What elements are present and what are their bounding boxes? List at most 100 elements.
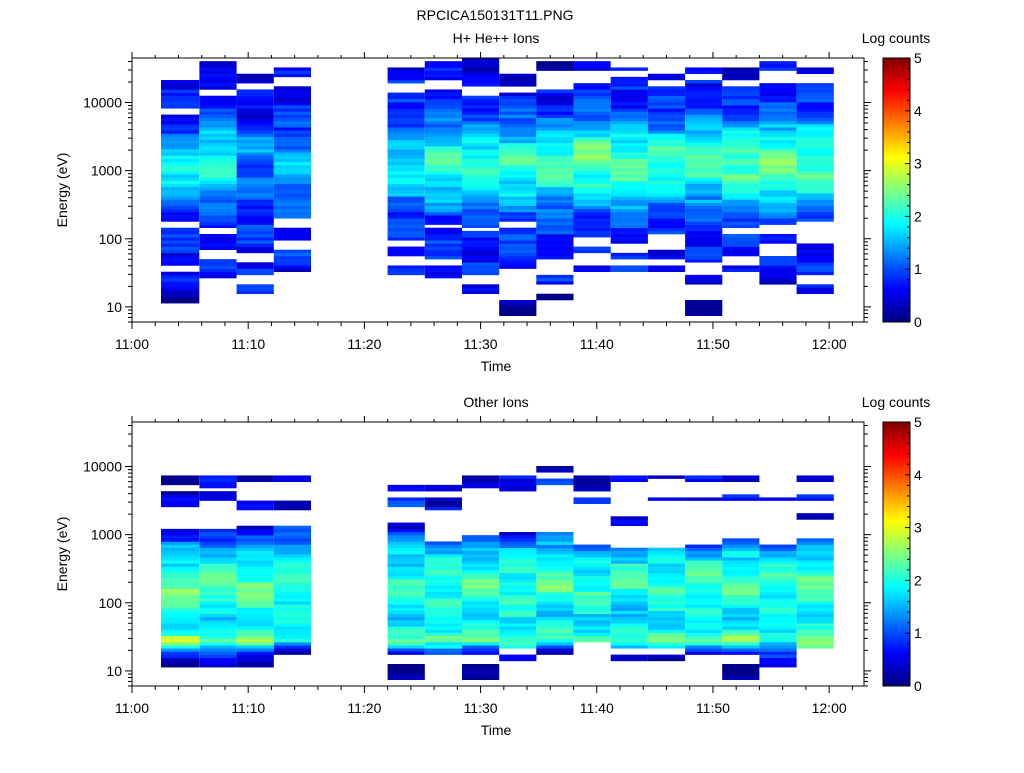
heatmap-cell: [536, 563, 574, 567]
heatmap-cell: [759, 136, 797, 141]
heatmap-cell: [199, 240, 237, 244]
heatmap-cell: [573, 221, 611, 225]
heatmap-cell: [499, 626, 537, 630]
heatmap-cell: [499, 579, 537, 583]
heatmap-cell: [610, 638, 648, 643]
heatmap-cell: [199, 620, 237, 624]
heatmap-cell: [647, 183, 686, 188]
heatmap-cell: [759, 114, 797, 119]
heatmap-cell: [536, 560, 574, 564]
heatmap-cell: [199, 594, 237, 599]
heatmap-cell: [796, 180, 834, 185]
heatmap-cell: [462, 569, 500, 574]
heatmap-cell: [536, 557, 574, 561]
heatmap-cell: [573, 488, 611, 492]
heatmap-cell: [236, 287, 274, 291]
heatmap-cell: [199, 120, 237, 125]
heatmap-cell: [273, 632, 311, 637]
heatmap-cell: [647, 638, 686, 643]
heatmap-cell: [685, 130, 723, 134]
heatmap-cell: [685, 161, 723, 166]
heatmap-cell: [536, 120, 574, 125]
heatmap-cell: [722, 620, 760, 624]
heatmap-cell: [573, 572, 611, 577]
heatmap-cell: [610, 547, 648, 552]
heatmap-cell: [796, 149, 834, 153]
heatmap-cell: [796, 566, 834, 571]
heatmap-cell: [273, 613, 311, 618]
heatmap-cell: [273, 86, 311, 90]
heatmap-cell: [161, 249, 200, 254]
heatmap-cell: [499, 616, 537, 621]
heatmap-cell: [722, 171, 760, 175]
heatmap-cell: [796, 158, 834, 163]
heatmap-cell: [610, 256, 648, 260]
heatmap-cell: [536, 240, 574, 244]
heatmap-cell: [387, 554, 425, 558]
heatmap-cell: [462, 550, 500, 555]
heatmap-cell: [387, 635, 425, 640]
heatmap-cell: [424, 274, 462, 279]
heatmap-cell: [387, 613, 425, 618]
heatmap-cell: [685, 240, 723, 244]
heatmap-cell: [759, 124, 797, 128]
heatmap-cell: [387, 218, 425, 222]
heatmap-cell: [462, 290, 500, 295]
heatmap-cell: [462, 83, 500, 87]
heatmap-cell: [610, 591, 648, 596]
heatmap-cell: [236, 240, 274, 244]
heatmap-cell: [796, 252, 834, 257]
heatmap-cell: [387, 591, 425, 596]
heatmap-cell: [722, 76, 760, 81]
heatmap-cell: [161, 237, 200, 241]
heatmap-cell: [796, 139, 834, 144]
heatmap-cell: [610, 86, 648, 90]
x-tick-label: 12:00: [812, 336, 847, 352]
heatmap-cell: [161, 158, 200, 163]
heatmap-cell: [499, 560, 537, 564]
heatmap-cell: [647, 120, 686, 125]
heatmap-cell: [236, 290, 274, 295]
heatmap-cell: [722, 186, 760, 191]
heatmap-cell: [647, 576, 686, 580]
heatmap-cell: [647, 221, 686, 225]
heatmap-cell: [387, 70, 425, 75]
heatmap-cell: [573, 478, 611, 483]
heatmap-cell: [499, 610, 537, 615]
heatmap-cell: [573, 124, 611, 128]
heatmap-cell: [722, 139, 760, 144]
heatmap-cell: [199, 246, 237, 251]
heatmap-cell: [647, 563, 686, 567]
heatmap-cell: [685, 196, 723, 200]
heatmap-cell: [759, 139, 797, 144]
heatmap-cell: [387, 572, 425, 577]
heatmap-cell: [685, 554, 723, 558]
heatmap-cell: [499, 161, 537, 166]
heatmap-cell: [722, 632, 760, 637]
heatmap-cell: [236, 224, 274, 229]
heatmap-cell: [462, 80, 500, 84]
heatmap-cell: [462, 667, 500, 671]
heatmap-cell: [759, 591, 797, 596]
heatmap-cell: [685, 278, 723, 282]
heatmap-cell: [573, 475, 611, 479]
heatmap-cell: [573, 557, 611, 561]
heatmap-cell: [610, 186, 648, 191]
heatmap-cell: [161, 610, 200, 615]
heatmap-cell: [573, 616, 611, 621]
heatmap-cell: [573, 164, 611, 169]
heatmap-cell: [685, 544, 723, 549]
heatmap-cell: [424, 252, 462, 257]
heatmap-cell: [424, 616, 462, 621]
heatmap-cell: [462, 240, 500, 244]
heatmap-cell: [161, 133, 200, 137]
heatmap-cell: [536, 136, 574, 141]
heatmap-cell: [387, 92, 425, 97]
heatmap-cell: [387, 199, 425, 203]
heatmap-cell: [387, 215, 425, 219]
heatmap-cell: [236, 262, 274, 266]
heatmap-cell: [161, 613, 200, 618]
heatmap-cell: [462, 133, 500, 137]
heatmap-cell: [685, 133, 723, 137]
heatmap-cell: [759, 98, 797, 103]
